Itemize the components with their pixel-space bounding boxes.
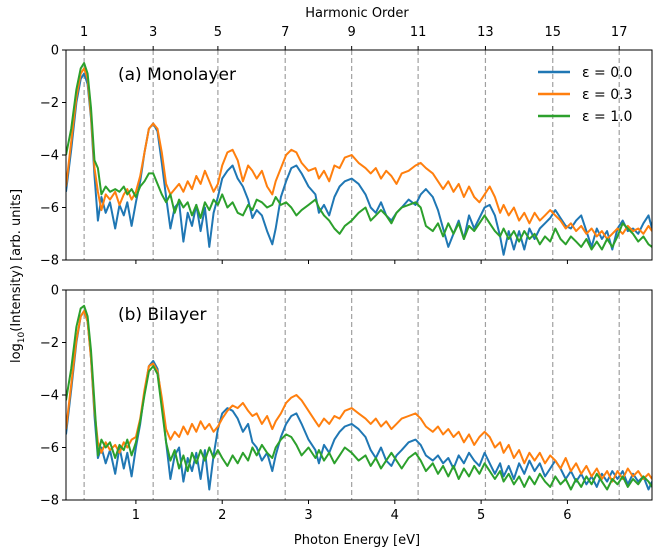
panel-title: (b) Bilayer (118, 305, 207, 325)
legend-label: ε = 1.0 (582, 109, 632, 125)
y-axis-title-rest: (Intensity) [arb. units] (9, 189, 24, 332)
top-harmonic-axis: 1 3 5 7 9 11 13 15 17 (80, 25, 627, 50)
panel-title: (a) Monolayer (118, 65, 236, 85)
y-tick-label: −6 (40, 441, 59, 456)
y-tick-label: 0 (51, 284, 59, 299)
legend: ε = 0.0 ε = 0.3 ε = 1.0 (538, 65, 632, 125)
y-axis-title: log10(Intensity) [arb. units] (9, 189, 27, 363)
series-line-eps-0-3 (66, 67, 652, 240)
top-tick-label: 3 (149, 25, 157, 40)
y-tick-label: −4 (40, 149, 59, 164)
x-axis-title: Photon Energy [eV] (294, 533, 420, 548)
series-line-eps-1-0 (66, 304, 652, 491)
y-tick-label: −2 (40, 336, 59, 351)
top-tick-label: 17 (611, 25, 628, 40)
y-tick-label: 0 (51, 44, 59, 59)
top-tick-label: 5 (214, 25, 222, 40)
x-tick-label: 6 (563, 508, 571, 523)
panel-monolayer: 0 −2 −4 −6 −8 (a) Monolayer (40, 44, 653, 269)
x-tick-label: 4 (391, 508, 399, 523)
top-axis-title: Harmonic Order (305, 6, 409, 21)
x-tick-label: 5 (477, 508, 485, 523)
y-tick-label: −8 (40, 494, 59, 509)
top-tick-label: 15 (544, 25, 561, 40)
panel-bilayer: 0 −2 −4 −6 −8 1 2 3 4 5 6 (b) Bilayer (40, 284, 653, 523)
y-tick-label: −2 (40, 96, 59, 111)
top-tick-label: 11 (410, 25, 427, 40)
series-line-eps-0-3 (66, 310, 652, 483)
x-tick-label: 3 (304, 508, 312, 523)
top-tick-label: 9 (348, 25, 356, 40)
x-tick-label: 1 (132, 508, 140, 523)
y-tick-label: −8 (40, 254, 59, 269)
y-axis-title-log: log (9, 343, 24, 363)
y-axis-title-subscript: 10 (17, 331, 27, 343)
top-tick-label: 1 (80, 25, 88, 40)
series-line-eps-1-0 (66, 62, 652, 251)
legend-label: ε = 0.0 (582, 65, 632, 81)
top-tick-label: 7 (281, 25, 289, 40)
top-tick-label: 13 (477, 25, 494, 40)
legend-label: ε = 0.3 (582, 87, 632, 103)
y-tick-label: −6 (40, 201, 59, 216)
y-tick-label: −4 (40, 389, 59, 404)
x-tick-label: 2 (218, 508, 226, 523)
